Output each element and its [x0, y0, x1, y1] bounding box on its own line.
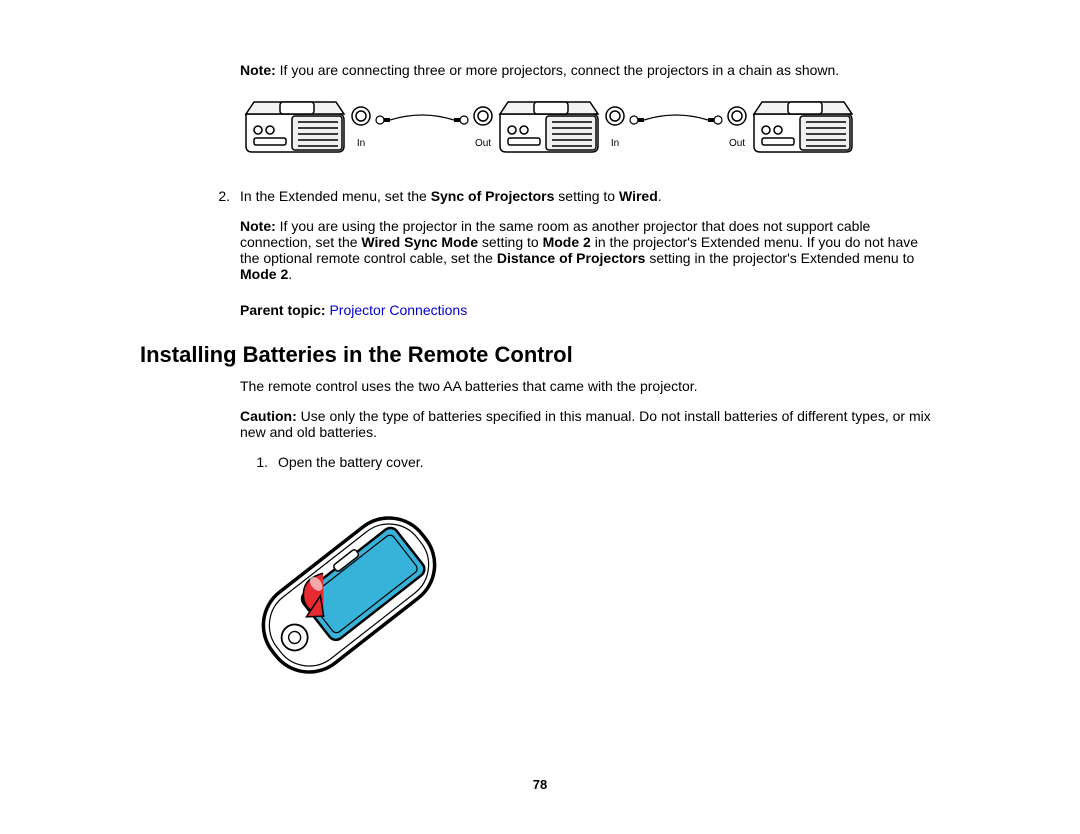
- projector-3-icon: [748, 96, 858, 158]
- parent-topic: Parent topic: Projector Connections: [240, 302, 940, 318]
- step1-number: 1.: [240, 454, 278, 470]
- port-in-1-icon: [350, 96, 372, 136]
- caution-text: Caution: Use only the type of batteries …: [240, 408, 940, 440]
- projector-2-icon: [494, 96, 604, 158]
- parent-topic-link[interactable]: Projector Connections: [329, 302, 467, 318]
- step2-seg1: In the Extended menu, set the: [240, 188, 431, 204]
- port-in-1-label: In: [357, 138, 365, 149]
- remote-control-figure: [234, 480, 940, 713]
- projector-chain-diagram: In Out: [240, 96, 940, 158]
- chain-note: Note: If you are connecting three or mor…: [240, 62, 940, 78]
- note-prefix: Note:: [240, 62, 276, 78]
- port-out-2-icon: [726, 96, 748, 136]
- section-heading: Installing Batteries in the Remote Contr…: [140, 342, 940, 368]
- intro-text: The remote control uses the two AA batte…: [240, 378, 940, 394]
- port-out-1-label: Out: [475, 138, 491, 149]
- cable-1-icon: [372, 112, 472, 128]
- port-in-2-label: In: [611, 138, 619, 149]
- step2-number: 2.: [202, 188, 240, 282]
- port-out-1-icon: [472, 96, 494, 136]
- step1-text: Open the battery cover.: [278, 454, 424, 470]
- step2-bold2: Wired: [619, 188, 658, 204]
- step2-bold1: Sync of Projectors: [431, 188, 555, 204]
- cable-2-icon: [626, 112, 726, 128]
- port-in-2-icon: [604, 96, 626, 136]
- step2-note: Note: If you are using the projector in …: [240, 218, 940, 282]
- page-number: 78: [0, 777, 1080, 792]
- step2-note-prefix: Note:: [240, 218, 276, 234]
- parent-topic-label: Parent topic:: [240, 302, 329, 318]
- caution-prefix: Caution:: [240, 408, 297, 424]
- step2-seg3: .: [658, 188, 662, 204]
- note-text: If you are connecting three or more proj…: [276, 62, 839, 78]
- projector-1-icon: [240, 96, 350, 158]
- step2-seg2: setting to: [554, 188, 619, 204]
- port-out-2-label: Out: [729, 138, 745, 149]
- step2-body: In the Extended menu, set the Sync of Pr…: [240, 188, 940, 282]
